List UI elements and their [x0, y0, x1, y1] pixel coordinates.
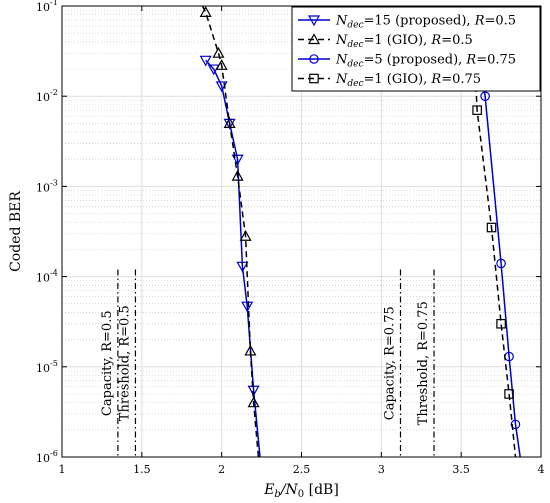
- data-series: [199, 6, 521, 457]
- y-tick-label: 10-6: [36, 449, 58, 465]
- legend-entry: Ndec=5 (proposed), R=0.75: [298, 53, 516, 70]
- legend-entry: Ndec=15 (proposed), R=0.5: [298, 14, 516, 31]
- data-point: [247, 385, 260, 397]
- data-point: [239, 230, 252, 241]
- x-tick-label: 3.5: [452, 463, 470, 476]
- data-point: [236, 261, 249, 273]
- data-point: [223, 117, 236, 128]
- data-point: [486, 222, 497, 233]
- data-point: [231, 154, 244, 166]
- y-tick-label: 10-4: [36, 269, 58, 285]
- x-tick-label: 1.5: [133, 463, 151, 476]
- legend-label: Ndec=15 (proposed), R=0.5: [335, 14, 516, 31]
- reference-vline-label: Threshold, R=0.5: [117, 305, 132, 421]
- axis-ticks: 1 1.5 2 2.5 3 3.5 4 10-6 10-5 10-4 10-3 10-2 10-1: [36, 0, 545, 476]
- data-point: [215, 59, 228, 70]
- data-point: [231, 169, 244, 181]
- y-tick-label: 10-3: [36, 178, 58, 194]
- reference-lines: Capacity, R=0.5 Threshold, R=0.5 Capacity,…: [100, 269, 435, 457]
- series-2: [199, 6, 260, 457]
- x-tick-label: 1: [59, 463, 66, 476]
- reference-vline-label: Threshold, R=0.75: [416, 301, 431, 425]
- y-tick-label: 10-1: [36, 0, 58, 14]
- data-point: [212, 46, 225, 58]
- data-point: [496, 258, 506, 269]
- y-tick-label: 10-2: [36, 88, 58, 104]
- data-point: [504, 389, 514, 399]
- y-axis-label: Coded BER: [8, 191, 24, 272]
- series-4: [471, 6, 517, 457]
- legend-marker: [309, 54, 319, 64]
- x-tick-label: 4: [538, 463, 545, 476]
- x-axis-label: Eb/N0 [dB]: [263, 482, 339, 500]
- legend-entry: Ndec=1 (GIO), R=0.5: [298, 33, 473, 50]
- data-point: [199, 55, 212, 67]
- legend-label: Ndec=5 (proposed), R=0.75: [335, 53, 516, 70]
- legend-entry: Ndec=1 (GIO), R=0.75: [298, 72, 481, 89]
- legend-marker: [307, 15, 321, 27]
- legend-label: Ndec=1 (GIO), R=0.5: [335, 33, 473, 50]
- x-tick-label: 2: [218, 463, 225, 476]
- data-point: [510, 419, 521, 430]
- x-tick-label: 3: [378, 463, 385, 476]
- reference-vline-label: Capacity, R=0.75: [382, 306, 397, 420]
- legend-box: [291, 6, 541, 92]
- legend-marker: [309, 73, 319, 84]
- series-line: [201, 6, 260, 457]
- y-tick-label: 10-5: [36, 359, 58, 375]
- data-point: [496, 318, 506, 329]
- data-point: [480, 91, 490, 101]
- legend: Ndec=15 (proposed), R=0.5 Ndec=1 (GIO), R…: [291, 6, 541, 92]
- reference-vline-label: Capacity, R=0.5: [100, 310, 115, 416]
- data-point: [247, 396, 260, 408]
- data-point: [241, 301, 254, 313]
- legend-label: Ndec=1 (GIO), R=0.75: [335, 72, 481, 89]
- data-point: [244, 344, 257, 356]
- data-point: [199, 6, 212, 17]
- series-line: [471, 6, 517, 457]
- data-point: [472, 105, 482, 115]
- legend-marker: [307, 33, 321, 45]
- x-tick-label: 2.5: [293, 463, 311, 476]
